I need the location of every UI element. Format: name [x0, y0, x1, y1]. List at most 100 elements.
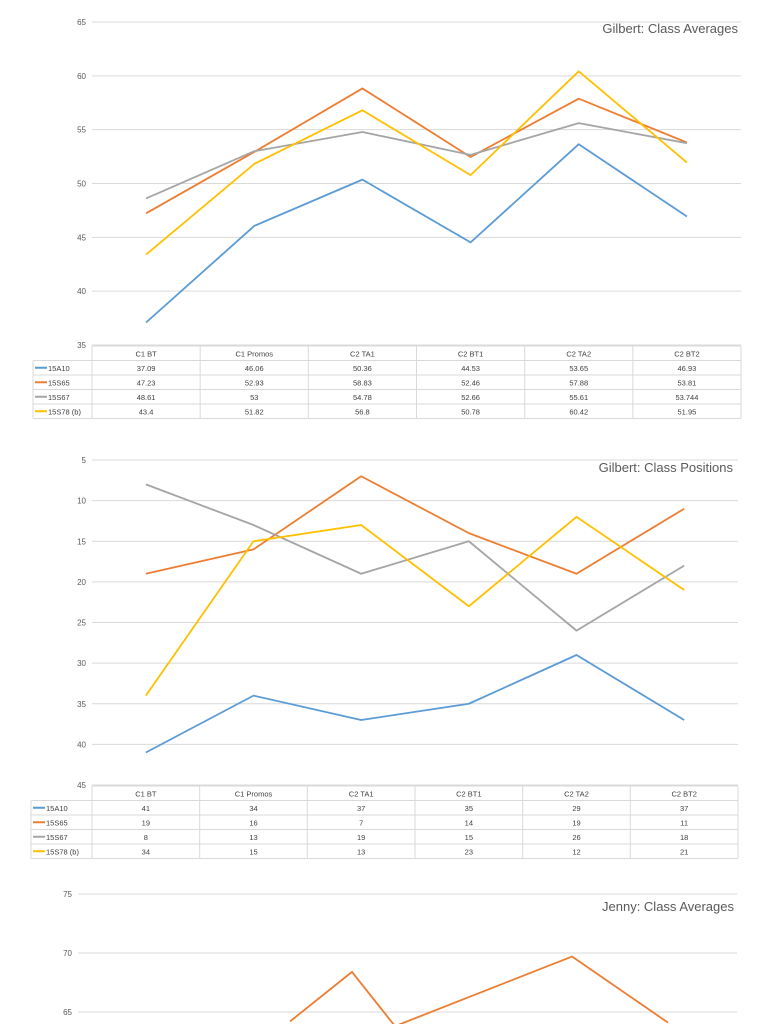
table-value-cell: 15 — [465, 833, 473, 842]
table-value-cell: 55.61 — [569, 393, 588, 402]
table-value-cell: 29 — [572, 804, 580, 813]
table-header-cell: C2 TA1 — [349, 790, 374, 799]
legend-label: 15S78 (b) — [46, 848, 79, 857]
y-tick-label: 45 — [77, 233, 86, 242]
y-tick-label: 25 — [77, 619, 86, 628]
y-tick-label: 10 — [77, 497, 86, 506]
y-tick-label: 50 — [77, 180, 86, 189]
y-tick-label: 5 — [82, 456, 87, 465]
table-header-cell: C2 TA2 — [564, 790, 589, 799]
y-tick-label: 35 — [77, 700, 86, 709]
legend-label: 15S67 — [48, 393, 70, 402]
y-tick-label: 35 — [77, 341, 86, 350]
table-value-cell: 15 — [249, 848, 257, 857]
table-value-cell: 18 — [680, 833, 688, 842]
table-value-cell: 26 — [572, 833, 580, 842]
table-value-cell: 19 — [572, 819, 580, 828]
y-tick-label: 20 — [77, 578, 86, 587]
table-value-cell: 44.53 — [461, 364, 480, 373]
chart-svg-gilbert-positions: 5 10 15 20 25 30 35 40 45 Gilbert: Class Position… — [30, 456, 739, 859]
table-value-cell: 58.83 — [353, 379, 372, 388]
table-value-cell: 14 — [465, 819, 473, 828]
table-value-cell: 11 — [680, 819, 688, 828]
table-value-cell: 51.95 — [678, 408, 697, 417]
table-value-cell: 23 — [465, 848, 473, 857]
y-tick-label: 55 — [77, 126, 86, 135]
series-line-series-0 — [289, 955, 669, 1024]
table-value-cell: 52.93 — [245, 379, 264, 388]
table-value-cell: 52.46 — [461, 379, 480, 388]
table-value-cell: 34 — [142, 848, 150, 857]
table-value-cell: 54.78 — [353, 393, 372, 402]
table-value-cell: 48.61 — [137, 393, 156, 402]
table-header-cell: C2 BT2 — [671, 790, 696, 799]
table-value-cell: 16 — [249, 819, 257, 828]
table-value-cell: 53 — [250, 393, 258, 402]
series-line-15a10 — [145, 143, 688, 324]
series-line-15s78-b- — [145, 70, 688, 256]
table-value-cell: 53.81 — [678, 379, 697, 388]
series-line-15a10 — [145, 654, 685, 754]
table-value-cell: 53.65 — [569, 364, 588, 373]
y-tick-label: 65 — [77, 18, 86, 27]
legend-label: 15A10 — [48, 364, 70, 373]
table-value-cell: 19 — [357, 833, 365, 842]
table-header-cell: C2 BT1 — [458, 350, 483, 359]
table-header-cell: C2 TA1 — [350, 350, 375, 359]
table-header-cell: C1 Promos — [235, 790, 273, 799]
table-value-cell: 41 — [142, 804, 150, 813]
table-value-cell: 47.23 — [137, 379, 156, 388]
chart-gilbert-class-positions: 5 10 15 20 25 30 35 40 45 Gilbert: Class Position… — [0, 450, 768, 860]
y-tick-label: 40 — [77, 740, 86, 749]
y-tick-label: 30 — [77, 659, 86, 668]
table-value-cell: 46.93 — [678, 364, 697, 373]
table-header-cell: C1 BT — [135, 790, 157, 799]
table-value-cell: 56.8 — [355, 408, 370, 417]
table-header-cell: C2 BT2 — [674, 350, 699, 359]
series-line-15s65 — [145, 475, 685, 575]
y-tick-label: 60 — [77, 72, 86, 81]
y-tick-label: 65 — [63, 1008, 72, 1017]
chart-title: Jenny: Class Averages — [602, 899, 734, 914]
table-value-cell: 37 — [357, 804, 365, 813]
table-value-cell: 50.78 — [461, 408, 480, 417]
table-value-cell: 21 — [680, 848, 688, 857]
table-value-cell: 46.06 — [245, 364, 264, 373]
table-value-cell: 60.42 — [569, 408, 588, 417]
table-value-cell: 35 — [465, 804, 473, 813]
legend-label: 15S67 — [46, 833, 68, 842]
table-value-cell: 57.88 — [569, 379, 588, 388]
y-tick-label: 40 — [77, 287, 86, 296]
legend-label: 15S65 — [48, 379, 70, 388]
table-header-cell: C1 BT — [135, 350, 157, 359]
legend-label: 15S78 (b) — [48, 408, 81, 417]
table-value-cell: 12 — [572, 848, 580, 857]
table-value-cell: 19 — [142, 819, 150, 828]
chart-svg-gilbert-averages: 35 40 45 50 55 60 65 Gilbert: Class Averages C1 … — [32, 18, 742, 419]
y-tick-label: 45 — [77, 781, 86, 790]
table-value-cell: 52.66 — [461, 393, 480, 402]
legend-label: 15A10 — [46, 804, 68, 813]
series-line-15s65 — [145, 87, 688, 215]
table-header-cell: C2 TA2 — [566, 350, 591, 359]
table-value-cell: 50.36 — [353, 364, 372, 373]
series-line-15s78-b- — [145, 515, 685, 697]
chart-svg-jenny-averages: 65 70 75 Jenny: Class Averages — [63, 890, 737, 1024]
table-value-cell: 37 — [680, 804, 688, 813]
chart-title: Gilbert: Class Positions — [599, 460, 734, 475]
table-value-cell: 34 — [249, 804, 257, 813]
y-tick-label: 15 — [77, 537, 86, 546]
table-value-cell: 43.4 — [139, 408, 154, 417]
legend-label: 15S65 — [46, 819, 68, 828]
y-tick-label: 70 — [63, 949, 72, 958]
table-value-cell: 7 — [359, 819, 363, 828]
chart-jenny-class-averages: 65 70 75 Jenny: Class Averages — [0, 884, 768, 1024]
y-tick-label: 75 — [63, 890, 72, 899]
table-header-cell: C2 BT1 — [456, 790, 481, 799]
table-value-cell: 53.744 — [675, 393, 698, 402]
table-value-cell: 51.82 — [245, 408, 264, 417]
chart-title: Gilbert: Class Averages — [602, 21, 738, 36]
table-value-cell: 37.09 — [137, 364, 156, 373]
chart-gilbert-class-averages: 35 40 45 50 55 60 65 Gilbert: Class Averages C1 … — [0, 10, 768, 425]
series-line-15s67 — [145, 483, 685, 632]
